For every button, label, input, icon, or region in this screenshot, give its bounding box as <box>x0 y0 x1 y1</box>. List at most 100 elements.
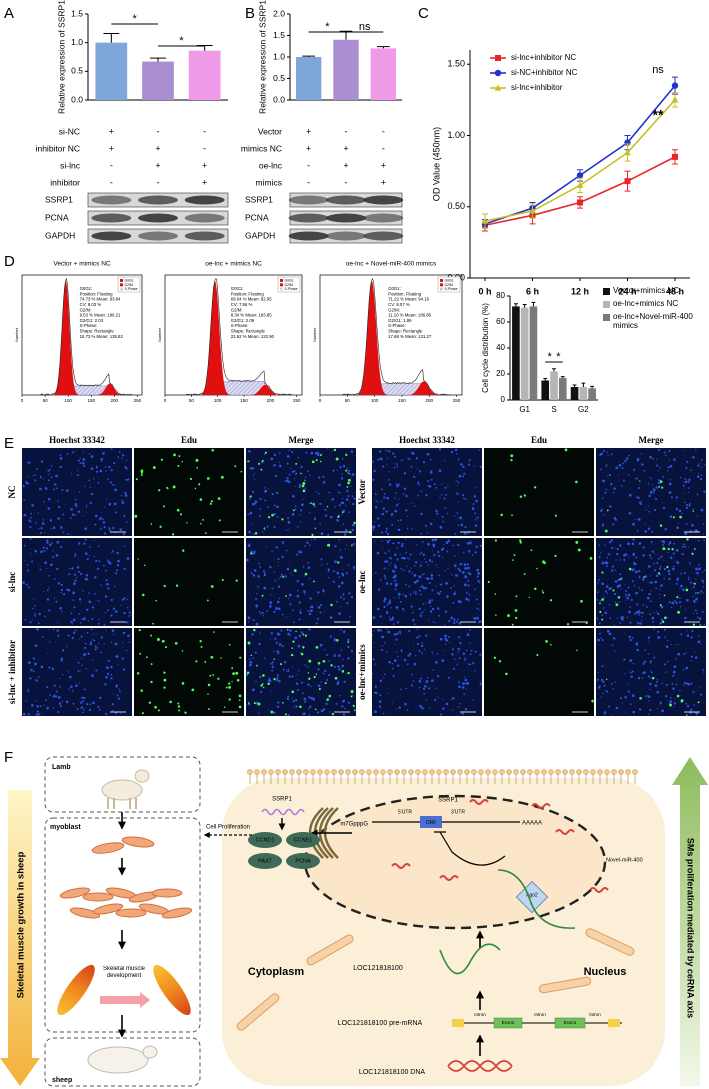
y-axis-label: Relative expression of SSRP1 <box>257 0 267 114</box>
condition-label: inhibitor NC <box>36 143 80 153</box>
x-tick-label: 50 <box>189 398 195 403</box>
ago2 <box>515 880 549 914</box>
membrane-lipid <box>499 769 505 775</box>
blot-label: SSRP1 <box>45 194 73 204</box>
y-axis-label: OD Value (450nm) <box>431 127 441 201</box>
significance-label: * <box>179 35 184 47</box>
x-tick-label: 100 <box>371 398 379 403</box>
membrane-lipid <box>282 769 288 775</box>
gene-part-label: Exon2 <box>502 1020 515 1025</box>
legend-swatch <box>603 301 610 308</box>
blot-band <box>363 213 404 223</box>
inhibition <box>434 831 506 866</box>
histogram-stat: G0G1: <box>80 286 93 291</box>
error-bar <box>543 378 548 381</box>
legend-label: si-NC+inhibitor NC <box>511 68 578 77</box>
membrane-lipid <box>555 769 561 775</box>
histogram-outline <box>186 278 292 396</box>
gene-part-label: Intron <box>534 1012 546 1017</box>
blot-band <box>288 195 329 205</box>
blot-band <box>91 213 132 223</box>
y-tick-label: 1.0 <box>71 37 83 47</box>
x-tick-label: 100 <box>64 398 72 403</box>
histogram-outline <box>40 277 133 396</box>
histogram-title: oe-lnc + Novel-miR-400 mimics <box>346 261 437 268</box>
micrograph <box>134 628 244 716</box>
legend-label: G0G1 <box>285 278 294 282</box>
link-label: Cell Proliferation <box>206 825 250 831</box>
y-tick-label: 0.50 <box>447 201 465 211</box>
x-tick-label: 200 <box>425 398 433 403</box>
membrane-lipid <box>485 769 491 775</box>
error-bar <box>560 376 565 378</box>
error-bar <box>590 385 595 389</box>
histogram-stat: 17.68 % Mean: 131.27 <box>388 334 432 339</box>
micrograph <box>22 538 132 626</box>
membrane-lipid <box>303 769 309 775</box>
mirna-label: Novel-miR-400 <box>606 857 643 863</box>
histogram-title: Vector + mimics NC <box>53 261 111 268</box>
histogram-stat: Position: Floating <box>231 291 265 296</box>
membrane-lipid <box>352 769 358 775</box>
target-label: PAX7 <box>258 858 272 864</box>
error-bar <box>522 303 527 308</box>
stage-box <box>44 756 201 813</box>
condition-mark: - <box>382 126 385 136</box>
myoblast-cell <box>121 836 155 848</box>
histogram-stat: S-Phase: <box>231 323 249 328</box>
error-bar <box>581 382 586 387</box>
target-protein <box>286 853 320 869</box>
x-tick-label: 48 h <box>666 286 684 296</box>
error-bar <box>513 303 518 307</box>
membrane-lipid <box>576 769 582 775</box>
condition-mark: + <box>381 177 386 187</box>
membrane-lipid <box>457 769 463 775</box>
legend-label: S-Phase <box>445 287 458 291</box>
significance-label: * <box>556 351 561 363</box>
nuclei-stain <box>22 448 130 536</box>
stage-box <box>44 817 201 1033</box>
phase-g2m <box>410 381 437 395</box>
region-label: Cytoplasm <box>248 966 304 978</box>
membrane-lipid <box>422 769 428 775</box>
pre-mrna-label: LOC121818100 pre-mRNA <box>338 1020 423 1027</box>
y-tick-label: 80 <box>496 291 505 300</box>
legend-frame <box>437 276 461 293</box>
condition-mark: - <box>382 143 385 153</box>
condition-mark: - <box>157 126 160 136</box>
gene-label: SSRP1 <box>438 798 458 804</box>
condition-mark: + <box>202 177 207 187</box>
muscle <box>57 964 95 1016</box>
y-axis-label: Relative expression of SSRP1 <box>56 0 66 114</box>
y-tick-label: 2.0 <box>273 8 285 18</box>
error-bar <box>150 57 166 62</box>
bar <box>570 387 579 400</box>
x-tick-label: 200 <box>111 398 119 403</box>
legend-swatch <box>603 314 610 321</box>
legend-swatch <box>120 283 123 287</box>
significance-label: * <box>325 21 330 33</box>
stage-label: sheep <box>52 1077 72 1084</box>
histogram-stat: G2/M: <box>231 307 243 312</box>
micrograph <box>484 448 594 536</box>
bar <box>512 306 520 400</box>
blot-label: SSRP1 <box>245 194 273 204</box>
nuclei-stain <box>247 448 356 536</box>
point <box>624 149 631 156</box>
membrane-lipid <box>331 769 337 775</box>
histogram-stat: G2/G1: 2.03 <box>80 318 104 323</box>
condition-mark: - <box>203 126 206 136</box>
lamb-body <box>101 779 143 801</box>
error-bar <box>376 46 390 49</box>
y-axis-label: Cell cycle distribution (%) <box>481 303 490 393</box>
histogram-stat: Shape: Rectangle <box>231 329 266 334</box>
membrane-lipid <box>534 769 540 775</box>
histogram-stat: 22.62 % Mean: 122.90 <box>231 334 275 339</box>
micrograph <box>22 628 132 716</box>
condition-mark: + <box>343 143 348 153</box>
legend-frame <box>277 276 301 293</box>
error-bar <box>103 32 120 43</box>
bar <box>188 50 221 100</box>
histogram-stat: Position: Floating <box>80 291 114 296</box>
